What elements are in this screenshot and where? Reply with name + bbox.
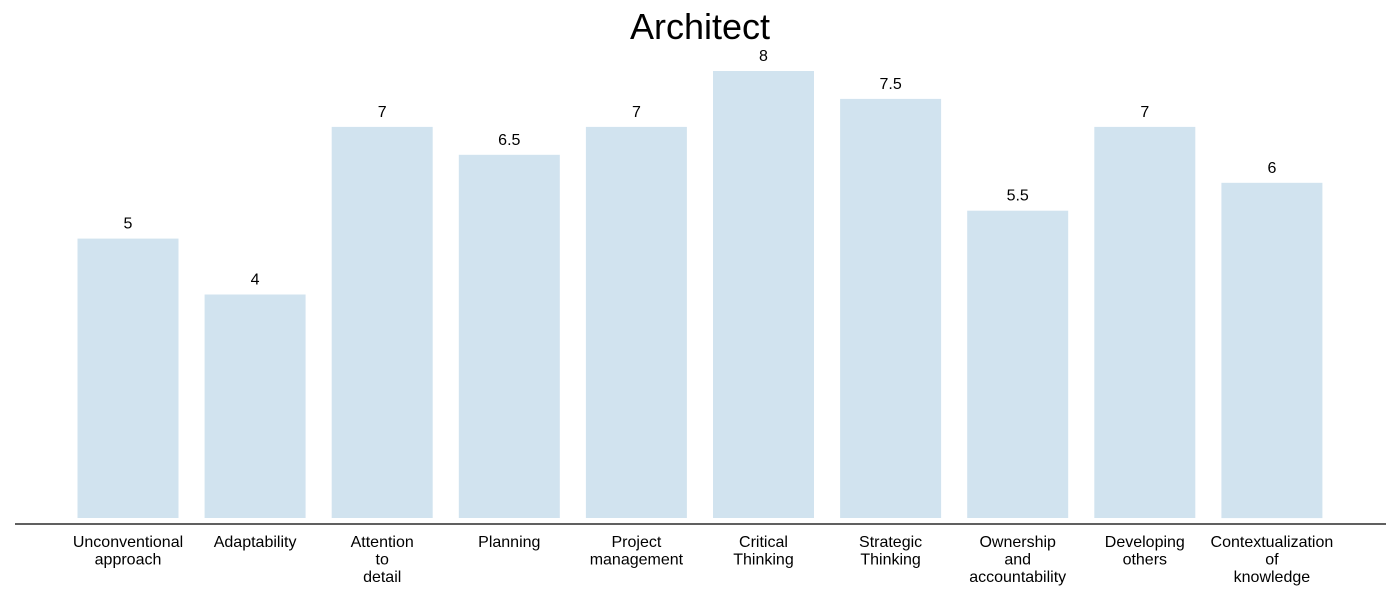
- x-tick-label-line: accountability: [969, 569, 1066, 586]
- x-tick-label-line: Strategic: [859, 534, 922, 551]
- x-tick-label-line: Developing: [1105, 534, 1185, 551]
- x-tick-label-7: Ownership and accountability: [969, 534, 1066, 586]
- bar-3: [458, 154, 560, 519]
- bar-9: [1221, 182, 1323, 519]
- x-tick-label-9: Contextualization of knowledge: [1211, 534, 1334, 586]
- x-tick-label-3: Planning: [478, 534, 540, 551]
- bar-6: [840, 98, 942, 519]
- bars-layer: [77, 71, 1323, 519]
- x-tick-label-6: Strategic Thinking: [859, 534, 922, 569]
- x-tick-label-line: Contextualization: [1211, 534, 1334, 551]
- value-label-3: 6.5: [498, 132, 520, 149]
- x-tick-label-line: management: [590, 552, 684, 569]
- x-tick-label-1: Adaptability: [214, 534, 297, 551]
- value-label-0: 5: [124, 216, 133, 233]
- x-tick-label-line: Ownership: [979, 534, 1056, 551]
- bar-8: [1094, 126, 1196, 519]
- x-tick-label-line: Thinking: [733, 552, 793, 569]
- bar-0: [77, 238, 179, 518]
- x-tick-label-line: and: [1004, 552, 1031, 569]
- x-tick-label-line: Project: [612, 534, 662, 551]
- x-tick-label-line: Adaptability: [214, 534, 297, 551]
- chart-title: Architect: [629, 6, 771, 47]
- value-label-8: 7: [1140, 104, 1149, 121]
- value-label-1: 4: [251, 272, 260, 289]
- x-tick-label-line: knowledge: [1234, 569, 1311, 586]
- x-tick-label-line: Attention: [351, 534, 414, 551]
- value-label-9: 6: [1267, 160, 1276, 177]
- x-tick-label-line: Planning: [478, 534, 540, 551]
- x-tick-label-line: of: [1265, 552, 1279, 569]
- value-labels-layer: 5 4 7 6.5 7 8 7.5 5.5 7 6: [124, 48, 1277, 289]
- x-tick-label-0: Unconventional approach: [73, 534, 183, 569]
- value-label-7: 5.5: [1007, 188, 1029, 205]
- value-label-4: 7: [632, 104, 641, 121]
- x-tick-label-line: to: [376, 552, 389, 569]
- x-tick-label-line: Thinking: [860, 552, 920, 569]
- value-label-2: 7: [378, 104, 387, 121]
- x-tick-label-2: Attention to detail: [351, 534, 414, 586]
- bar-2: [331, 126, 433, 519]
- x-tick-label-8: Developing others: [1105, 534, 1185, 569]
- bar-1: [204, 294, 306, 518]
- x-tick-label-line: approach: [95, 552, 162, 569]
- bar-5: [713, 71, 814, 518]
- bar-7: [967, 210, 1069, 518]
- x-tick-label-4: Project management: [590, 534, 684, 569]
- x-tick-label-line: others: [1123, 552, 1167, 569]
- value-label-5: 8: [759, 48, 768, 65]
- x-tick-label-5: Critical Thinking: [733, 534, 793, 569]
- bar-4: [585, 126, 687, 519]
- x-tick-label-line: Critical: [739, 534, 788, 551]
- x-tick-label-line: Unconventional: [73, 534, 183, 551]
- x-tick-label-line: detail: [363, 569, 401, 586]
- value-label-6: 7.5: [879, 76, 901, 93]
- x-tick-labels-layer: Unconventional approach Adaptability Attent…: [73, 534, 1333, 586]
